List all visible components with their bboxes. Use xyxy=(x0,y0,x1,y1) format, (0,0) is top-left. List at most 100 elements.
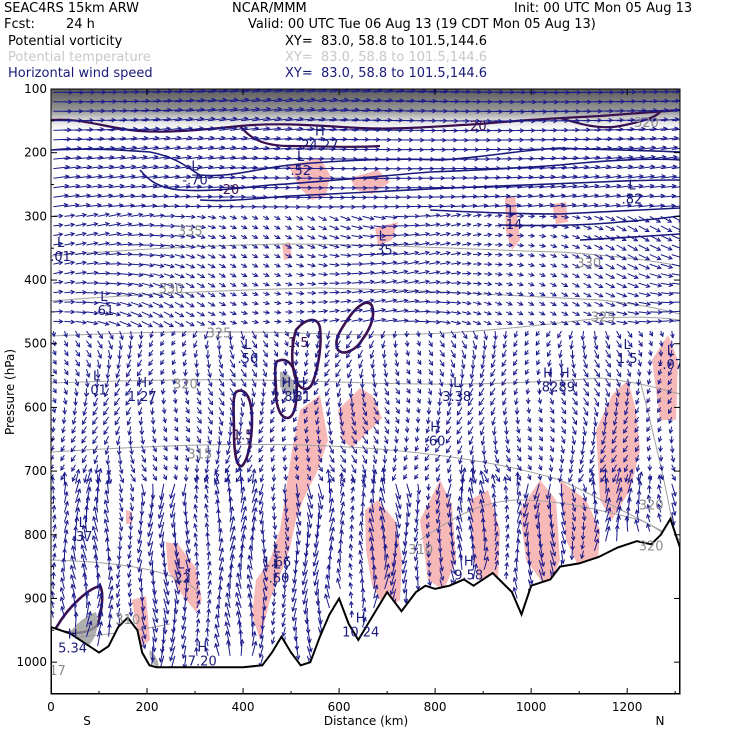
wind-vector xyxy=(671,128,680,131)
wind-vector xyxy=(108,349,111,360)
wind-vector xyxy=(75,320,87,324)
wind-vector-head xyxy=(231,273,237,278)
wind-vector xyxy=(218,244,226,249)
wind-vector-head xyxy=(114,401,119,407)
wind-vector-head xyxy=(299,263,305,268)
wind-vector-head xyxy=(456,280,462,286)
wind-vector-head xyxy=(610,226,616,231)
wind-vector-head xyxy=(381,279,387,284)
wind-vector-head xyxy=(221,254,227,259)
wind-vector xyxy=(395,299,408,303)
wind-vector-head xyxy=(358,243,364,249)
wind-vector xyxy=(108,185,124,189)
wind-vector xyxy=(495,234,502,236)
wind-vector-head xyxy=(518,311,524,316)
wind-vector xyxy=(272,388,275,396)
wind-vector-head xyxy=(369,317,375,323)
wind-vector-head xyxy=(622,283,628,289)
wind-vector xyxy=(251,330,257,339)
wind-vector xyxy=(384,252,397,256)
wind-vector xyxy=(229,388,236,397)
wind-vector-head xyxy=(486,320,492,326)
wind-vector xyxy=(251,397,254,407)
wind-vector xyxy=(152,185,168,189)
wind-vector xyxy=(395,90,415,93)
wind-vector-head xyxy=(623,320,629,326)
wind-vector-head xyxy=(490,400,495,406)
wind-vector xyxy=(163,90,183,93)
wind-vector-head xyxy=(149,342,154,348)
wind-vector-head xyxy=(180,254,186,259)
wind-vector xyxy=(450,242,461,246)
wind-vector xyxy=(605,378,611,387)
wind-vector-head xyxy=(303,380,308,386)
wind-vector xyxy=(86,378,89,387)
wind-vector-head xyxy=(667,380,672,386)
wind-vector-head xyxy=(288,300,294,306)
wind-vector xyxy=(274,108,293,112)
wind-vector xyxy=(395,359,399,367)
wind-vector xyxy=(229,225,237,229)
wind-vector-head xyxy=(593,345,599,351)
wind-vector-head xyxy=(584,391,590,397)
wind-vector-head xyxy=(425,222,431,228)
wind-vector-head xyxy=(414,260,420,265)
wind-vector-head xyxy=(625,392,631,397)
wind-vector xyxy=(97,242,110,246)
wind-vector xyxy=(185,205,201,208)
wind-vector-head xyxy=(581,345,587,351)
wind-vector-head xyxy=(381,215,387,221)
wind-vector xyxy=(340,282,351,284)
wind-vector xyxy=(75,388,78,396)
wind-vector-head xyxy=(210,264,216,269)
wind-vector-head xyxy=(446,222,452,227)
wind-vector-head xyxy=(74,381,80,387)
wind-vector-head xyxy=(644,227,650,232)
wind-vector-head xyxy=(608,127,613,132)
wind-vector-head xyxy=(88,127,94,133)
wind-vector xyxy=(108,194,124,198)
wind-vector-head xyxy=(271,391,276,397)
wind-vector-head xyxy=(299,290,305,296)
wind-vector-head xyxy=(656,255,662,261)
wind-vector xyxy=(130,195,146,198)
wind-vector xyxy=(428,242,440,246)
wind-vector-head xyxy=(647,361,653,367)
wind-vector xyxy=(616,330,621,339)
wind-vector-head xyxy=(667,227,673,232)
wind-vector xyxy=(503,340,507,348)
wind-vector-head xyxy=(392,279,398,284)
wind-vector-head xyxy=(253,225,259,230)
wind-vector xyxy=(561,215,569,218)
wind-vector xyxy=(207,292,215,297)
wind-vector xyxy=(207,397,214,405)
wind-vector xyxy=(174,137,192,141)
wind-vector xyxy=(373,319,386,322)
wind-vector-head xyxy=(652,108,658,113)
wind-vector xyxy=(94,388,99,397)
wind-vector xyxy=(373,309,386,313)
wind-vector xyxy=(307,108,326,112)
wind-vector xyxy=(307,225,315,230)
wind-vector xyxy=(97,252,110,256)
wind-vector-head xyxy=(552,214,558,220)
wind-vector xyxy=(340,235,351,239)
wind-vector-head xyxy=(679,309,680,310)
wind-vector xyxy=(558,340,562,348)
wind-vector-head xyxy=(466,300,472,306)
wind-vector-head xyxy=(208,391,213,397)
wind-vector xyxy=(307,118,326,122)
wind-vector xyxy=(75,368,80,377)
wind-vector xyxy=(571,388,578,396)
wind-vector xyxy=(417,271,430,275)
wind-vector xyxy=(605,166,622,170)
wind-vector-head xyxy=(70,213,76,219)
wind-vector xyxy=(428,320,440,323)
wind-vector xyxy=(141,224,154,227)
wind-vector xyxy=(395,397,400,404)
wind-vector xyxy=(495,273,502,276)
wind-vector-head xyxy=(685,127,689,131)
wind-vector-head xyxy=(126,372,131,378)
wind-vector-head xyxy=(220,391,225,397)
wind-vector-head xyxy=(506,175,512,180)
